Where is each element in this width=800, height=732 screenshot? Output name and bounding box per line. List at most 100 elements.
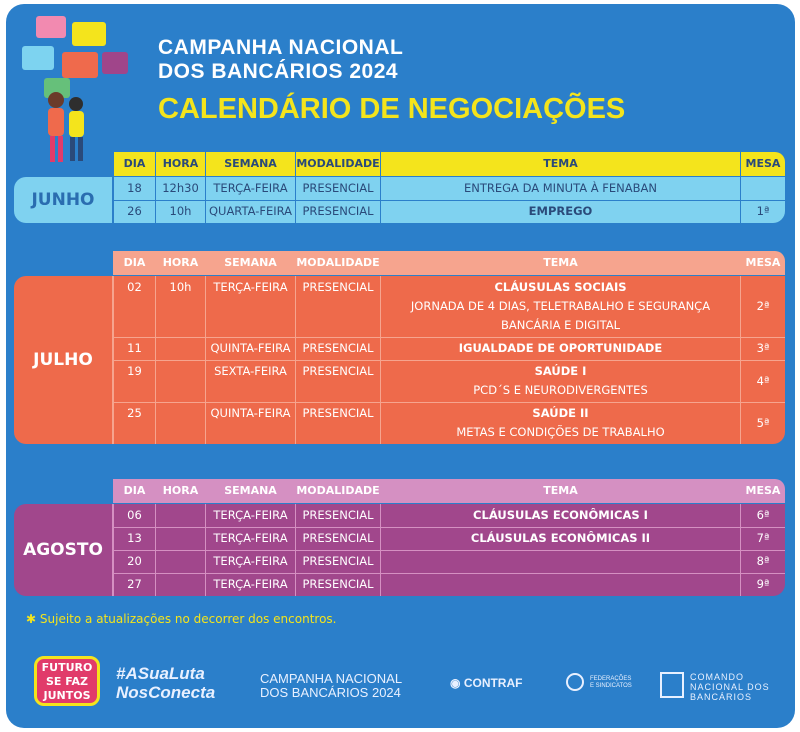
logo-text: NACIONAL DOS [690,682,770,692]
empty-cell [740,177,785,200]
column-header: TEMA [380,479,740,503]
column-header: MESA [740,152,785,176]
column-header: SEMANA [205,251,295,275]
semana-cell: TERÇA-FEIRA [205,527,295,550]
illustration [22,16,128,162]
tema-detail: JORNADA DE 4 DIAS, TELETRABALHO E SEGURA… [410,299,711,313]
screen [102,52,128,74]
month-label: JUNHO [14,177,113,223]
row-separator [113,527,785,528]
dia-cell: 13 [113,527,155,550]
header-row [113,479,785,503]
column-header: DIA [113,251,155,275]
tema-cell: CLÁUSULAS ECONÔMICAS II [380,527,740,550]
mesa-cell: 9ª [740,573,785,596]
semana-cell: QUINTA-FEIRA [205,402,295,444]
person [69,111,84,137]
column-header: HORA [155,152,205,176]
logo-text: FEDERAÇÕES [590,676,632,682]
dia-cell: 25 [113,402,155,444]
tema-cell: ENTREGA DA MINUTA À FENABAN [380,177,740,200]
dia-cell: 02 [113,276,155,337]
tema-cell [380,573,740,596]
dia-cell: 06 [113,504,155,527]
person [69,97,83,111]
mesa-cell: 1ª [740,200,785,223]
logo-futuro: FUTURO SE FAZ JUNTOS [34,656,100,706]
tema-cell: CLÁUSULAS SOCIAIS JORNADA DE 4 DIAS, TELE… [380,276,740,337]
mesa-cell: 6ª [740,504,785,527]
header-row [113,251,785,275]
tema-topic: SAÚDE I [534,364,587,378]
empty-cell [155,360,205,402]
tema-cell: CLÁUSULAS ECONÔMICAS I [380,504,740,527]
screen [62,52,98,78]
person [58,136,63,162]
semana-cell: QUARTA-FEIRA [205,200,295,223]
tema-cell: IGUALDADE DE OPORTUNIDADE [380,337,740,360]
empty-cell [155,504,205,527]
empty-cell [155,550,205,573]
logo-icon [566,673,584,691]
note-mark: ✱ [26,612,37,626]
header-row [113,152,785,176]
dia-cell: 26 [113,200,155,223]
row-separator [113,337,785,338]
mesa-cell: 8ª [740,550,785,573]
note-text: Sujeito a atualizações no decorrer dos e… [39,612,337,626]
tema-cell: SAÚDE II METAS E CONDIÇÕES DE TRABALHO [380,402,740,444]
logo-comando: COMANDO NACIONAL DOS BANCÁRIOS [660,672,770,702]
month-label: JULHO [14,276,113,444]
screen [44,78,70,98]
column-header: DIA [113,479,155,503]
mesa-cell: 3ª [740,337,785,360]
person [50,136,55,162]
tema-cell: EMPREGO [380,200,740,223]
column-header: TEMA [380,251,740,275]
row-separator [113,573,785,574]
empty-cell [155,402,205,444]
person [78,137,83,161]
empty-cell [155,527,205,550]
mesa-cell: 5ª [740,402,785,444]
person [48,108,64,136]
tema-topic: IGUALDADE DE OPORTUNIDADE [458,341,663,355]
logo-text: DOS BANCÁRIOS 2024 [260,685,401,700]
screen [36,16,66,38]
tema-detail: PCD´S E NEURODIVERGENTES [473,383,648,397]
hora-cell: 10h [155,276,205,337]
semana-cell: SEXTA-FEIRA [205,360,295,402]
row-separator [113,200,785,201]
semana-cell: QUINTA-FEIRA [205,337,295,360]
person [70,137,75,161]
title: CAMPANHA NACIONAL [158,36,404,59]
row-separator [113,550,785,551]
modalidade-cell: PRESENCIAL [295,573,380,596]
column-header: MESA [740,251,785,275]
column-header: SEMANA [205,479,295,503]
modalidade-cell: PRESENCIAL [295,527,380,550]
hora-cell: 10h [155,200,205,223]
title: DOS BANCÁRIOS 2024 [158,60,399,83]
logo-text: JUNTOS [43,689,91,702]
dia-cell: 27 [113,573,155,596]
modalidade-cell: PRESENCIAL [295,177,380,200]
logo-hashtag: #ASuaLuta NosConecta [116,664,215,702]
hora-cell: 12h30 [155,177,205,200]
screen [72,22,106,46]
subtitle: CALENDÁRIO DE NEGOCIAÇÕES [158,93,626,125]
person [48,92,64,108]
logo-contraf: ◉ CONTRAF [450,676,523,690]
logo-campaign: CAMPANHA NACIONAL DOS BANCÁRIOS 2024 [260,672,402,700]
tema-topic: CLÁUSULAS SOCIAIS [494,280,627,294]
modalidade-cell: PRESENCIAL [295,276,380,337]
dia-cell: 20 [113,550,155,573]
modalidade-cell: PRESENCIAL [295,402,380,444]
dia-cell: 11 [113,337,155,360]
logo-text: CONTRAF [463,676,523,690]
column-header: MODALIDADE [295,251,380,275]
semana-cell: TERÇA-FEIRA [205,276,295,337]
modalidade-cell: PRESENCIAL [295,200,380,223]
tema-detail: METAS E CONDIÇÕES DE TRABALHO [456,425,665,439]
tema-detail: BANCÁRIA E DIGITAL [500,318,621,332]
